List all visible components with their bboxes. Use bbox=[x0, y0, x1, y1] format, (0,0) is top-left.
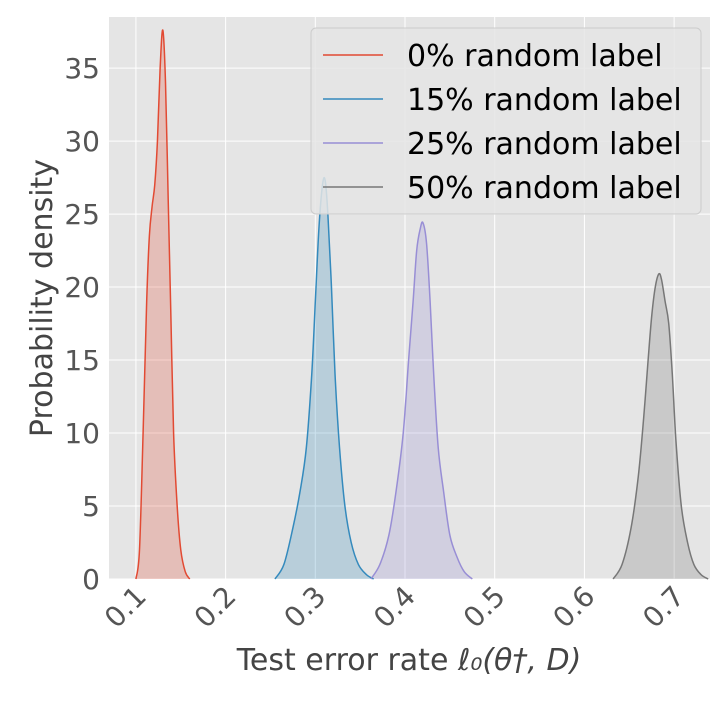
legend-label-2: 25% random label bbox=[407, 127, 682, 162]
y-tick-label-3: 15 bbox=[64, 344, 100, 377]
x-tick-label-6: 0.7 bbox=[636, 580, 691, 635]
legend-box bbox=[310, 27, 702, 215]
x-tick-label-2: 0.3 bbox=[277, 580, 332, 635]
density-areas bbox=[135, 29, 709, 580]
density-area-3 bbox=[613, 273, 709, 579]
y-tick-label-2: 10 bbox=[64, 417, 100, 450]
density-area-0 bbox=[135, 29, 190, 580]
y-tick-label-1: 5 bbox=[82, 490, 100, 523]
x-axis-label: Test error rate ℓ₀(θ†, D) bbox=[236, 643, 582, 678]
y-tick-label-6: 30 bbox=[64, 125, 100, 158]
x-tick-label-4: 0.5 bbox=[457, 580, 512, 635]
density-line-0 bbox=[135, 29, 191, 580]
legend: 0% random label 15% random label 25% rando… bbox=[310, 27, 702, 215]
y-axis-label: Probability density bbox=[25, 159, 60, 437]
legend-entries: 0% random label 15% random label 25% rando… bbox=[323, 39, 682, 206]
density-line-2 bbox=[370, 221, 473, 580]
density-area-1 bbox=[274, 177, 374, 579]
x-tick-label-3: 0.4 bbox=[367, 580, 422, 635]
x-tick-label-1: 0.2 bbox=[188, 580, 243, 635]
legend-label-3: 50% random label bbox=[407, 171, 682, 206]
y-tick-label-4: 20 bbox=[64, 271, 100, 304]
x-axis-label-prefix: Test error rate bbox=[236, 643, 458, 678]
y-tick-label-7: 35 bbox=[64, 52, 100, 85]
x-tick-labels: 0.1 0.2 0.3 0.4 0.5 0.6 0.7 bbox=[98, 580, 691, 635]
x-axis-label-math: ℓ₀(θ†, D) bbox=[457, 643, 581, 678]
density-area-2 bbox=[370, 222, 473, 579]
y-tick-label-5: 25 bbox=[64, 198, 100, 231]
x-tick-label-0: 0.1 bbox=[98, 580, 153, 635]
y-tick-label-0: 0 bbox=[82, 563, 100, 596]
y-tick-labels: 0 5 10 15 20 25 30 35 bbox=[64, 52, 100, 596]
legend-label-0: 0% random label bbox=[407, 39, 663, 74]
legend-label-1: 15% random label bbox=[407, 83, 682, 118]
x-tick-label-5: 0.6 bbox=[547, 580, 602, 635]
density-line-3 bbox=[612, 272, 709, 580]
